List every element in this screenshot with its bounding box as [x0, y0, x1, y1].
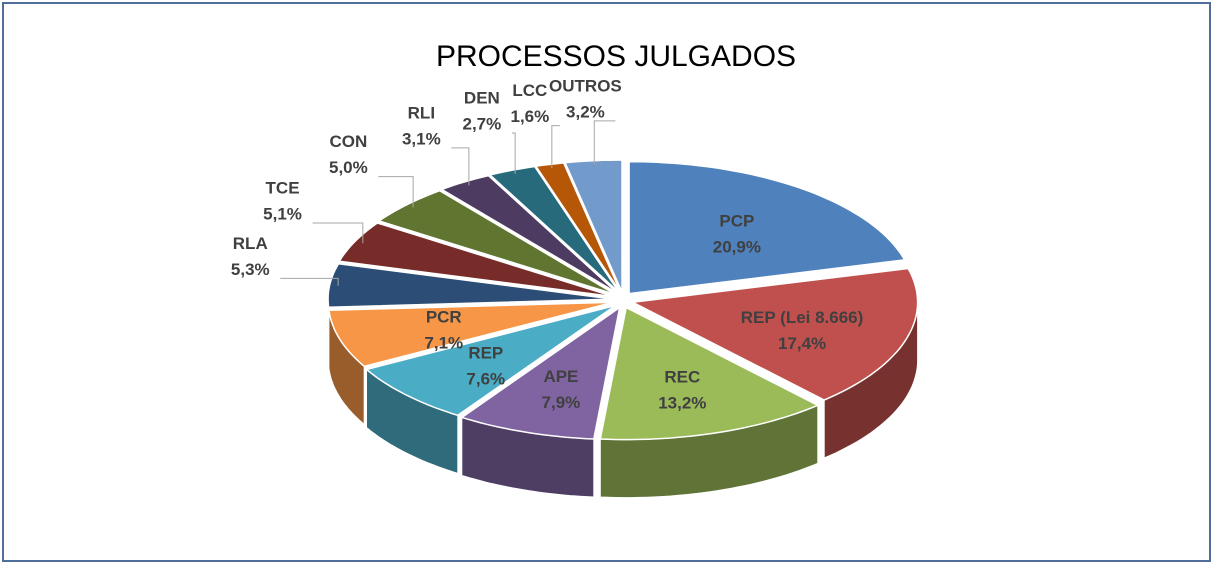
data-label-name: RLA: [233, 234, 268, 253]
leader-line: [551, 125, 560, 169]
leader-line: [511, 132, 516, 174]
data-label-name: PCR: [426, 308, 462, 327]
leader-line: [451, 147, 470, 186]
labels: PCP 20,9% REP (Lei 8.666) 17,4% REC 13,2% APE 7…: [231, 76, 863, 412]
data-label-name: DEN: [464, 89, 500, 108]
data-label-value: 7,6%: [466, 369, 505, 388]
slice: [364, 304, 617, 417]
slice: [630, 267, 919, 401]
data-label-value: 7,1%: [424, 334, 463, 353]
data-label-value: 5,1%: [263, 204, 302, 223]
pie-sides: [327, 299, 919, 499]
slice: [327, 262, 614, 308]
data-label-value: 7,9%: [542, 393, 581, 412]
data-label-name: RLI: [408, 103, 435, 122]
slice: [628, 160, 906, 295]
leader-line: [378, 176, 414, 208]
slice: [439, 174, 619, 294]
data-label-name: PCP: [719, 211, 754, 230]
data-label-value: 20,9%: [713, 237, 761, 256]
slice: [377, 189, 617, 296]
slice: [460, 305, 621, 440]
data-label-name: LCC: [512, 81, 547, 100]
slice: [599, 306, 820, 441]
leader-line: [593, 120, 616, 165]
data-label-name: REP (Lei 8.666): [741, 308, 864, 327]
slice: [534, 162, 622, 293]
data-label-name: REP: [468, 343, 503, 362]
data-label-name: CON: [329, 132, 367, 151]
data-label-value: 1,6%: [511, 107, 550, 126]
slice: [328, 301, 614, 368]
slice: [563, 159, 623, 293]
data-label-value: 3,2%: [566, 102, 605, 121]
slice: [488, 165, 620, 294]
data-label-value: 2,7%: [463, 115, 502, 134]
data-label-value: 5,3%: [231, 260, 270, 279]
data-label-name: TCE: [266, 178, 300, 197]
leader-line: [280, 277, 339, 286]
leader-line: [312, 222, 364, 244]
pie-tops: [327, 159, 919, 441]
data-label-value: 3,1%: [402, 129, 441, 148]
data-label-name: OUTROS: [549, 76, 622, 95]
data-label-name: APE: [543, 367, 578, 386]
data-label-value: 17,4%: [778, 334, 826, 353]
chart-title: PROCESSOS JULGADOS: [436, 40, 796, 73]
slice: [338, 222, 615, 298]
data-label-name: REC: [664, 368, 700, 387]
data-label-value: 13,2%: [658, 394, 706, 413]
data-label-value: 5,0%: [329, 158, 368, 177]
